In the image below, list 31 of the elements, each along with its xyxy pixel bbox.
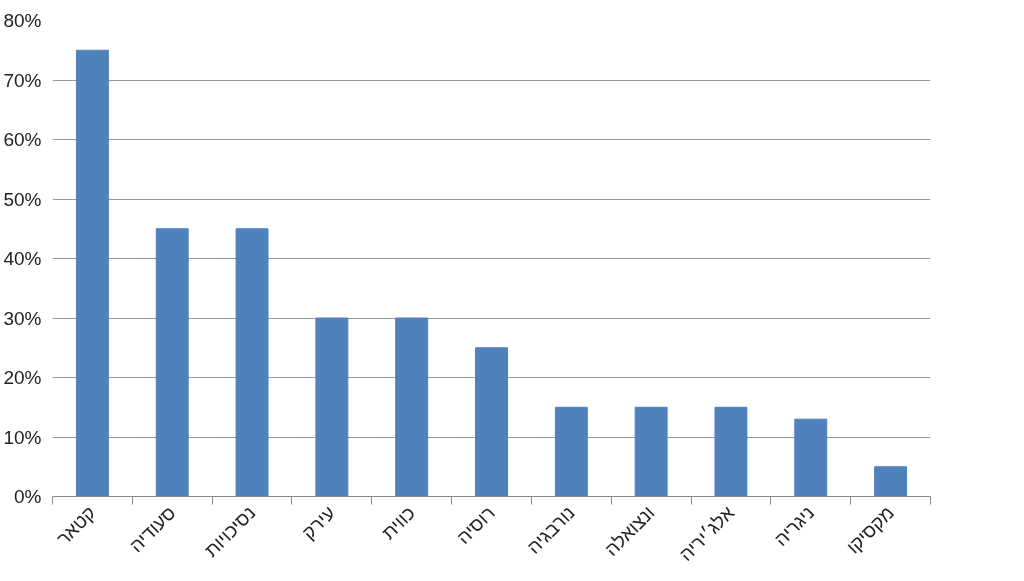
bar [235, 228, 269, 497]
y-tick-label: 70% [3, 69, 42, 91]
y-tick-label: 40% [3, 248, 42, 269]
bar [75, 49, 109, 497]
bar [714, 406, 748, 497]
x-tick-label: ונצואלה [600, 502, 659, 560]
x-tick-label: קטאר [52, 502, 100, 550]
bar [155, 228, 189, 497]
x-tick-label: נסיכויות [200, 502, 260, 561]
bar [554, 406, 588, 497]
y-tick-label: 10% [3, 426, 42, 448]
x-tick-label: נורבגיה [522, 502, 579, 558]
bar [395, 317, 429, 497]
bar [634, 406, 668, 497]
y-tick-label: 60% [3, 129, 42, 150]
bar [794, 418, 828, 497]
bar [874, 466, 908, 497]
y-tick-label: 30% [3, 307, 42, 329]
y-tick-label: 20% [3, 367, 42, 388]
x-tick-label: כווית [377, 502, 420, 544]
x-tick-label: אלג׳יריה [675, 502, 739, 566]
x-tick-label: סעודיה [125, 502, 180, 557]
bar [475, 347, 508, 497]
x-tick-label: עירק [298, 502, 340, 544]
x-tick-label: מקסיקו [842, 502, 899, 558]
y-tick-label: 0% [14, 486, 42, 507]
y-tick-label: 50% [3, 188, 42, 210]
y-tick-label: 80% [3, 10, 42, 31]
x-tick-label: ניגריה [770, 502, 819, 550]
x-tick-label: רוסיה [452, 502, 499, 549]
bar [315, 317, 349, 497]
